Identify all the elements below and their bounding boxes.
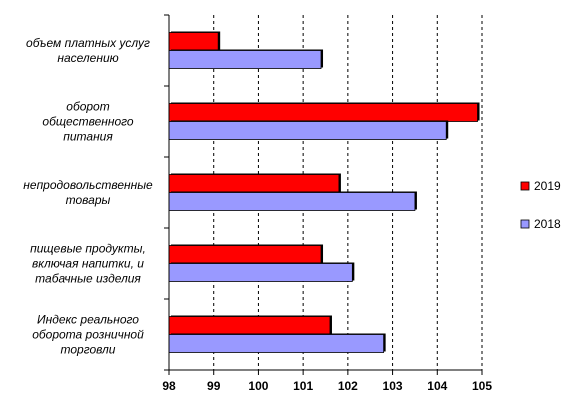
category-label-line: оборота розничной — [32, 328, 144, 342]
bar-2018-1 — [168, 121, 447, 140]
x-tick-label: 103 — [383, 379, 403, 393]
category-label: пищевые продукты, включая напитки, и табач… — [30, 242, 146, 286]
category-label-line: населению — [57, 51, 118, 65]
category-label-line: включая напитки, и — [32, 257, 144, 271]
category-label: непродовольственные товары — [23, 178, 153, 207]
bar-2018-4 — [168, 334, 385, 353]
x-tick-label: 98 — [162, 379, 176, 393]
x-tick-label: 102 — [338, 379, 358, 393]
category-label-line: объем платных услуг — [26, 36, 150, 50]
bar-2018-3 — [168, 263, 353, 282]
category-label: объем платных услуг населению — [26, 36, 150, 65]
bar-2019-1 — [168, 103, 478, 122]
category-label-line: общественного — [42, 115, 134, 129]
category-label-line: табачные изделия — [35, 272, 141, 286]
legend-swatch-2019 — [520, 181, 530, 191]
x-tick-label: 105 — [472, 379, 492, 393]
bar-2018-0 — [168, 50, 322, 69]
legend-label-2019: 2019 — [534, 179, 561, 193]
bar-2019-3 — [168, 245, 322, 264]
x-tick-label: 104 — [427, 379, 447, 393]
category-label-line: непродовольственные — [23, 178, 153, 192]
bar-2019-0 — [168, 32, 219, 51]
bar-2018-2 — [168, 192, 416, 211]
legend-label-2018: 2018 — [534, 217, 561, 231]
category-label-line: торговли — [61, 343, 116, 357]
legend-swatch-2018 — [520, 219, 530, 229]
category-label-line: пищевые продукты, — [30, 242, 146, 256]
x-tick-label: 99 — [207, 379, 221, 393]
x-tick-label: 101 — [293, 379, 313, 393]
category-label: Индекс реального оборота розничной торговл… — [32, 313, 144, 357]
category-label-line: Индекс реального — [37, 313, 139, 327]
category-label-line: оборот — [66, 100, 109, 114]
bar-2019-2 — [168, 174, 340, 193]
bar-2019-4 — [168, 316, 331, 335]
category-label-line: товары — [66, 193, 111, 207]
x-tick-label: 100 — [248, 379, 268, 393]
category-label: оборот общественного питания — [42, 100, 134, 144]
category-label-line: питания — [63, 130, 113, 144]
